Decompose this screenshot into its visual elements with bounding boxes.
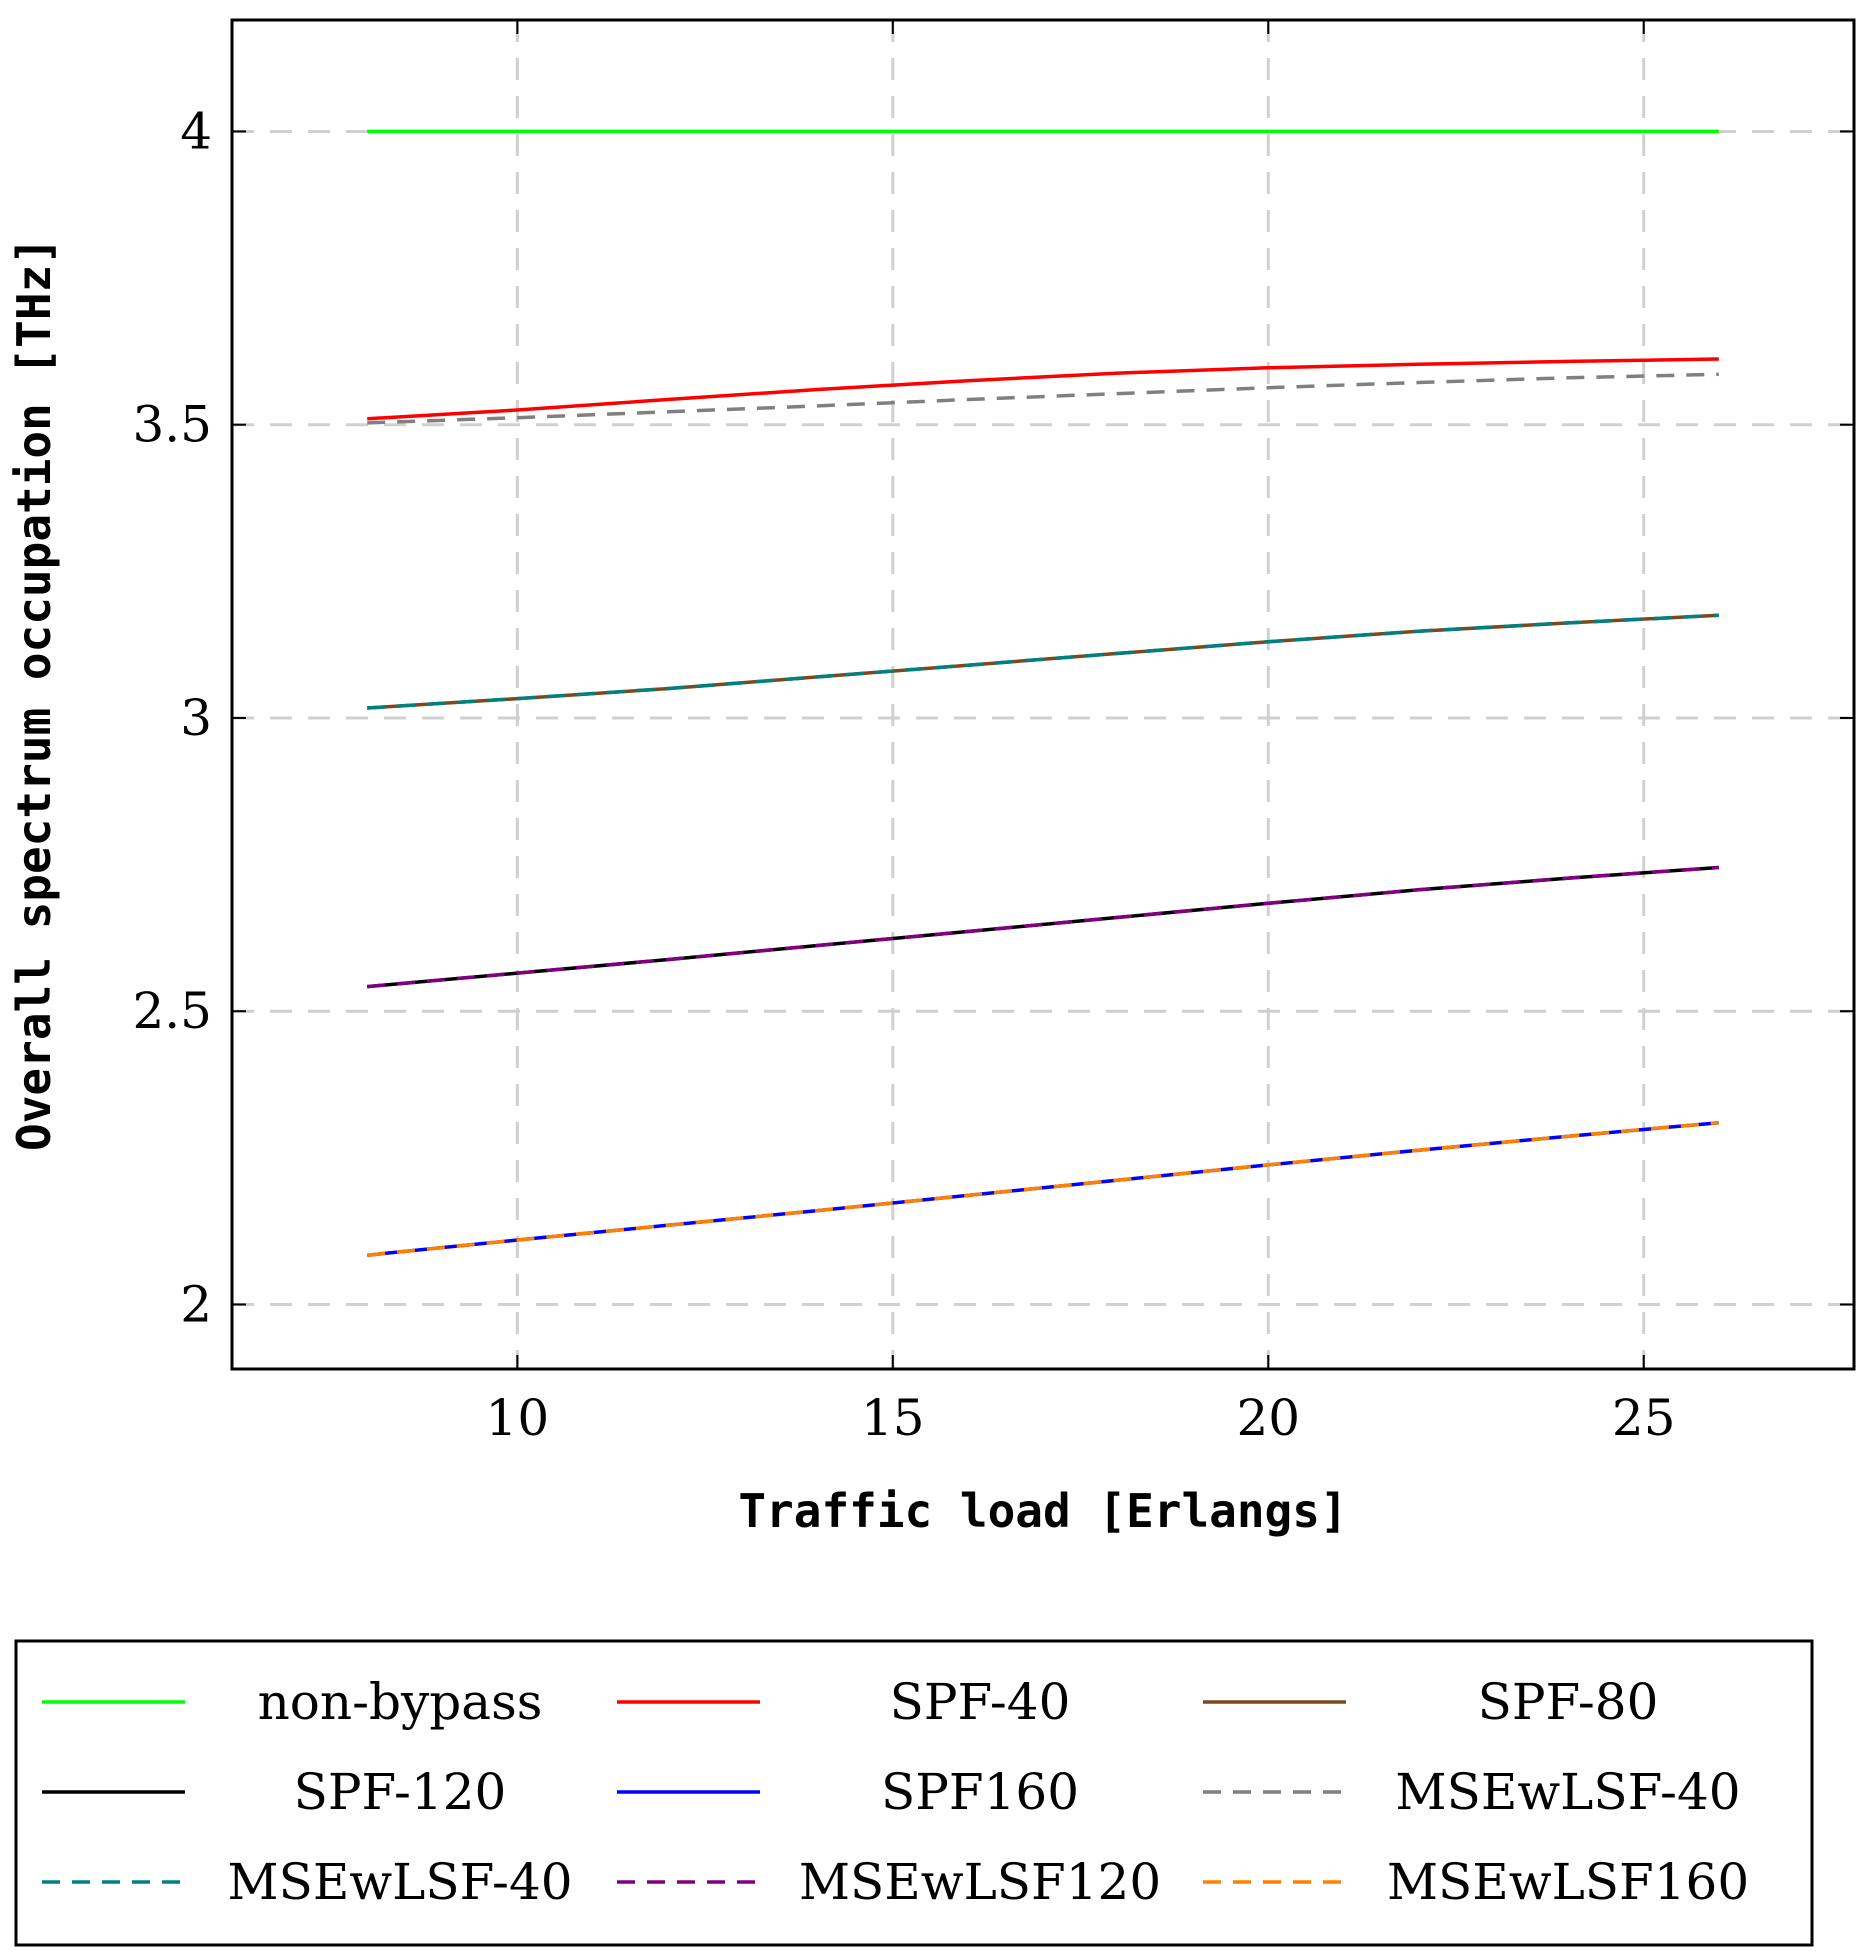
legend-label: SPF160 — [881, 1763, 1079, 1821]
series-line — [367, 865, 1719, 989]
series-line — [367, 1120, 1719, 1257]
y-tick-label: 4 — [180, 102, 212, 160]
legend-label: non-bypass — [258, 1673, 543, 1731]
plot-frame — [230, 18, 1856, 1371]
x-tick-label: 20 — [1236, 1389, 1300, 1447]
x-axis-ticks: 10 15 20 25 — [486, 20, 1676, 1447]
y-tick-label: 3.5 — [132, 396, 212, 454]
x-tick-label: 25 — [1612, 1389, 1676, 1447]
series-line — [367, 613, 1719, 710]
grid-lines — [232, 20, 1854, 1369]
y-tick-label: 2 — [180, 1275, 212, 1333]
legend: non-bypass SPF-40 SPF-80 SPF-120 SPF160 MSEwL… — [14, 1639, 1814, 1947]
plot-series — [367, 129, 1719, 1257]
series-line — [367, 865, 1719, 989]
legend-label: MSEwLSF120 — [799, 1853, 1161, 1911]
legend-label: SPF-80 — [1478, 1673, 1659, 1731]
series-line — [367, 372, 1719, 425]
x-tick-label: 15 — [861, 1389, 925, 1447]
y-tick-label: 2.5 — [132, 982, 212, 1040]
series-line — [367, 613, 1719, 710]
y-tick-label: 3 — [180, 689, 212, 747]
legend-label: MSEwLSF-40 — [227, 1853, 572, 1911]
legend-label: SPF-40 — [890, 1673, 1071, 1731]
x-axis-label: Traffic load [Erlangs] — [738, 1484, 1347, 1538]
legend-label: MSEwLSF160 — [1387, 1853, 1749, 1911]
y-axis-label: Overall spectrum occupation [THz] — [7, 237, 61, 1151]
legend-label: MSEwLSF-40 — [1395, 1763, 1740, 1821]
legend-box — [14, 1639, 1814, 1947]
x-tick-label: 10 — [486, 1389, 550, 1447]
y-axis-ticks: 2 2.5 3 3.5 4 — [132, 102, 1854, 1333]
series-line — [367, 357, 1719, 421]
legend-label: SPF-120 — [294, 1763, 507, 1821]
